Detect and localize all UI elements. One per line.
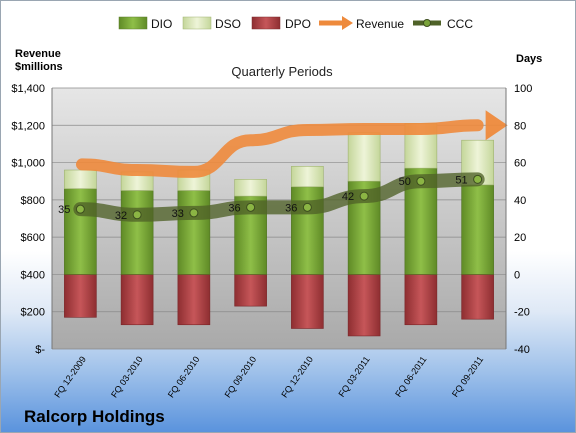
right-tick-label: -40	[514, 344, 530, 356]
legend-label-dso: DSO	[215, 17, 241, 31]
ccc-data-label: 36	[285, 202, 297, 214]
company-name: Ralcorp Holdings	[24, 407, 165, 426]
ccc-data-label: 42	[342, 191, 354, 203]
dso-bar	[347, 132, 381, 182]
right-tick-label: -20	[514, 307, 530, 319]
x-tick-label: FQ 09-2011	[450, 354, 485, 399]
ccc-point	[189, 208, 199, 218]
right-tick-label: 40	[514, 195, 526, 207]
x-tick-label: FQ 03-2010	[109, 354, 145, 399]
ccc-point	[416, 176, 426, 186]
revenue-series	[76, 110, 508, 178]
x-tick-label: FQ 06-2011	[393, 354, 428, 399]
x-tick-label: FQ 03-2011	[336, 354, 371, 399]
dpo-bar	[347, 274, 381, 337]
left-tick-label: $-	[35, 344, 45, 356]
right-tick-label: 60	[514, 158, 526, 170]
dio-bar	[64, 188, 97, 275]
ccc-point	[246, 202, 256, 212]
right-tick-label: 20	[514, 232, 526, 244]
ccc-data-label: 50	[399, 176, 411, 188]
ccc-point	[302, 202, 312, 212]
dio-bar	[177, 190, 211, 275]
dso-bar	[64, 169, 97, 189]
ccc-data-label: 35	[58, 204, 70, 216]
legend-revenue-arrowhead	[342, 16, 353, 30]
dpo-bar	[177, 274, 211, 326]
bars	[64, 123, 494, 337]
legend-label-revenue: Revenue	[356, 17, 404, 31]
ccc-data-label: 36	[228, 202, 240, 214]
left-axis-title-line2: $millions	[15, 61, 63, 73]
dpo-bar	[404, 274, 438, 326]
right-axis-title: Days	[516, 53, 542, 65]
ccc-point	[473, 174, 483, 184]
legend-label-dpo: DPO	[285, 17, 311, 31]
left-tick-label: $1,200	[11, 120, 45, 132]
legend-swatch-dpo	[251, 16, 281, 30]
right-tick-label: 80	[514, 120, 526, 132]
x-tick-label: FQ 06-2010	[166, 354, 202, 399]
dio-bar	[120, 190, 154, 275]
ccc-data-label: 33	[172, 208, 184, 220]
dpo-bar	[234, 274, 267, 307]
dpo-bar	[120, 274, 154, 326]
left-tick-label: $1,400	[11, 83, 45, 95]
x-axis-ticks: FQ 12-2009 FQ 03-2010 FQ 06-2010 FQ 09-2010…	[52, 354, 485, 399]
ccc-point	[359, 191, 369, 201]
dpo-bar	[461, 274, 494, 320]
x-tick-label: FQ 12-2010	[279, 354, 315, 399]
ccc-data-label: 32	[115, 210, 127, 222]
dio-bar	[461, 184, 494, 275]
legend-ccc-marker	[423, 19, 431, 27]
ccc-line	[73, 172, 485, 222]
x-tick-label: FQ 09-2010	[223, 354, 259, 399]
ccc-point	[132, 210, 142, 220]
right-tick-label: 100	[514, 83, 532, 95]
left-tick-label: $400	[21, 269, 45, 281]
left-tick-label: $200	[21, 307, 45, 319]
right-tick-label: 0	[514, 269, 520, 281]
ccc-data-label: 51	[455, 174, 467, 186]
legend: DIO DSO DPO Revenue CCC	[118, 16, 473, 31]
ccc-point	[75, 204, 85, 214]
legend-swatch-dso	[182, 16, 212, 30]
left-tick-label: $1,000	[11, 158, 45, 170]
left-tick-label: $800	[21, 195, 45, 207]
chart-subtitle: Quarterly Periods	[231, 64, 333, 79]
dpo-bar	[291, 274, 324, 329]
dpo-bar	[64, 274, 97, 318]
legend-label-dio: DIO	[151, 17, 172, 31]
ccc-series: 35 32 33 36 36 42 50 51	[58, 172, 485, 222]
left-axis-ticks: $- $200 $400 $600 $800 $1,000 $1,200 $1,400	[11, 83, 45, 356]
dso-bar	[234, 179, 267, 197]
right-axis-ticks: -40 -20 0 20 40 60 80 100	[514, 83, 532, 356]
x-tick-label: FQ 12-2009	[52, 354, 88, 399]
revenue-arrowhead	[485, 110, 508, 141]
left-axis-title-line1: Revenue	[15, 48, 61, 60]
dso-bar	[291, 166, 324, 188]
legend-label-ccc: CCC	[447, 17, 473, 31]
legend-swatch-dio	[118, 16, 148, 30]
revenue-line	[76, 119, 484, 178]
left-tick-label: $600	[21, 232, 45, 244]
